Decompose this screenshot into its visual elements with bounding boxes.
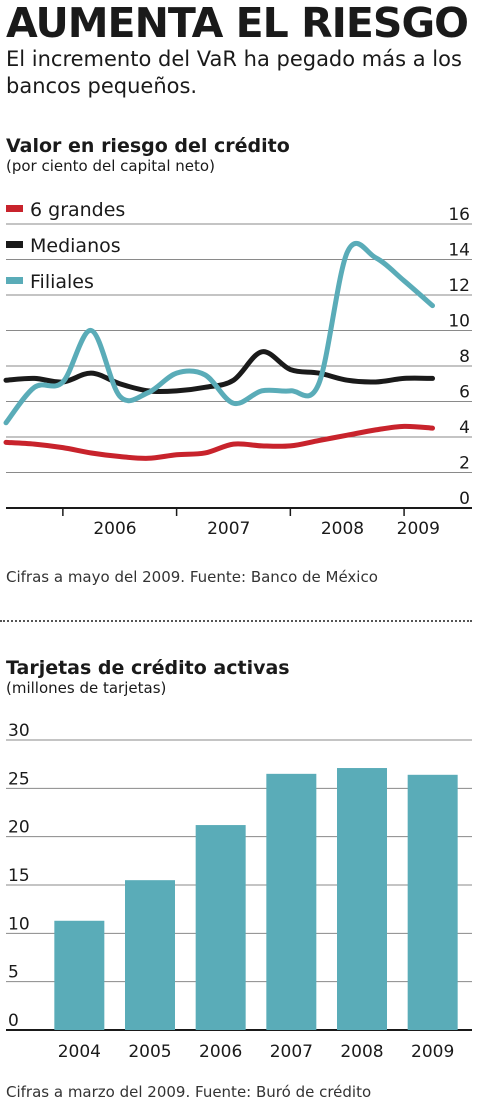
x-tick-label: 2004 [58,1042,101,1062]
x-tick-label: 2006 [199,1042,242,1062]
bar [337,768,387,1030]
x-tick-label: 2007 [270,1042,313,1062]
y-tick-label: 30 [8,721,30,741]
y-tick-label: 10 [448,312,470,332]
legend-label: Medianos [30,235,121,257]
chart-title: Valor en riesgo del crédito [6,135,290,157]
y-tick-label: 5 [8,963,19,983]
y-tick-label: 0 [459,489,470,509]
y-tick-label: 8 [459,347,470,367]
y-tick-label: 15 [8,866,30,886]
bar [407,774,458,1030]
y-tick-label: 16 [448,205,470,225]
bar [54,920,105,1030]
x-tick-label: 2005 [128,1042,171,1062]
legend-swatch [6,205,23,212]
y-tick-label: 14 [448,241,470,261]
x-tick-label: 2009 [411,1042,454,1062]
chart-source: Cifras a mayo del 2009. Fuente: Banco de… [6,568,378,586]
bar [266,773,317,1030]
y-tick-label: 12 [448,276,470,296]
y-tick-label: 25 [8,769,30,789]
x-tick-label: 2006 [93,519,136,539]
y-tick-label: 10 [8,914,30,934]
x-tick-label: 2009 [397,519,440,539]
chart-subtitle: (por ciento del capital neto) [6,157,215,175]
section-divider [0,620,472,622]
x-tick-label: 2007 [207,519,250,539]
x-tick-label: 2008 [321,519,364,539]
bar [125,880,175,1030]
chart-source: Cifras a marzo del 2009. Fuente: Buró de… [6,1083,372,1101]
legend-label: Filiales [30,271,94,293]
line-chart: 0 2 4 6 8 10 12 14 16 2006 2007 2008 2009 6 grandes Me… [3,199,472,539]
series-line-medianos [3,349,436,395]
legend-label: 6 grandes [30,199,125,221]
y-tick-label: 20 [8,818,30,838]
y-tick-label: 2 [459,454,470,474]
y-tick-label: 0 [8,1011,19,1031]
x-tick-label: 2008 [340,1042,383,1062]
legend-swatch [6,241,23,248]
legend-swatch [6,277,23,284]
series-line-6-grandes [3,423,436,461]
chart-subtitle: (millones de tarjetas) [6,679,167,697]
chart-title: Tarjetas de crédito activas [6,657,290,679]
bar-chart: 0 5 10 15 20 25 30 2004 2005 2006 2007 2008 2009 [6,721,472,1062]
y-tick-label: 6 [459,383,470,403]
headline: AUMENTA EL RIESGO [6,0,469,47]
subheadline: El incremento del VaR ha pegado más a lo… [6,47,462,98]
series-line-filiales [3,241,436,426]
y-tick-label: 4 [459,418,470,438]
bar [195,825,246,1030]
